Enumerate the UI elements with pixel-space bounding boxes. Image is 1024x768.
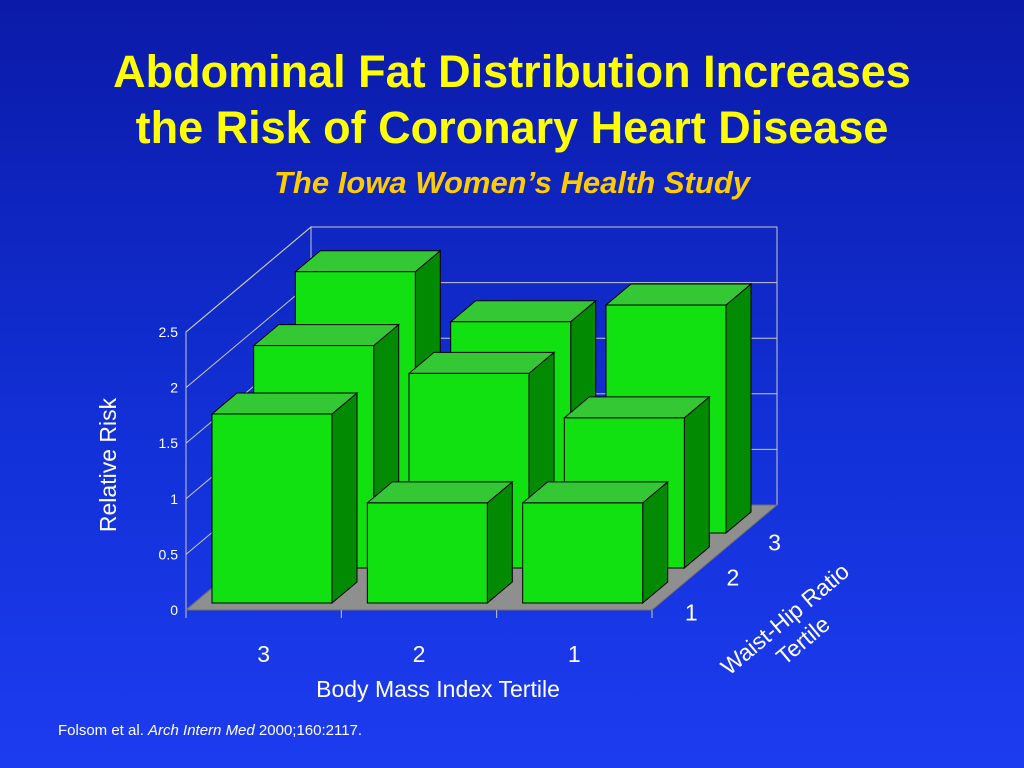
bar-top [604, 283, 753, 306]
citation: Folsom et al. Arch Intern Med 2000;160:2… [58, 722, 362, 739]
depth-tick-label: 2 [727, 565, 740, 591]
y-axis-title: Relative Risk [95, 397, 121, 532]
citation-journal: Arch Intern Med [148, 722, 255, 739]
slide-subtitle: The Iowa Women’s Health Study [274, 165, 750, 200]
bar-front [366, 502, 488, 604]
bar-top [562, 396, 711, 419]
x-tick-label: 3 [257, 641, 270, 667]
bar [365, 480, 514, 605]
bar-front [522, 502, 644, 604]
citation-reference: 2000;160:2117. [254, 722, 363, 739]
gridline [185, 226, 777, 333]
bar-top [293, 250, 442, 273]
citation-authors: Folsom et al. [58, 722, 149, 739]
depth-tick-label: 3 [768, 530, 781, 556]
slide-title-line2: the Risk of Coronary Heart Disease [135, 102, 889, 153]
bar-top [365, 481, 514, 504]
y-tick-label: 0.5 [159, 546, 179, 562]
bar [210, 391, 359, 605]
bar-front [211, 413, 333, 604]
y-tick-label: 0 [170, 602, 178, 618]
bar-side [725, 282, 752, 535]
y-tick-label: 2.5 [159, 324, 179, 340]
depth-tick-label: 1 [685, 600, 698, 626]
y-tick-label: 1 [170, 491, 178, 507]
bar-top [252, 324, 401, 347]
bar-top [521, 481, 670, 504]
bar-side [683, 395, 710, 570]
x-axis-title: Body Mass Index Tertile [316, 676, 560, 702]
bar-side [331, 391, 358, 605]
bar-top [407, 351, 556, 374]
bar-top [210, 392, 359, 415]
slide-title-line1: Abdominal Fat Distribution Increases [113, 46, 911, 97]
x-tick-label: 1 [568, 641, 581, 667]
y-tick-label: 2 [170, 380, 178, 396]
bar [521, 480, 670, 605]
bar-top [449, 300, 598, 323]
y-tick-label: 1.5 [159, 435, 179, 451]
x-tick-label: 2 [413, 641, 426, 667]
